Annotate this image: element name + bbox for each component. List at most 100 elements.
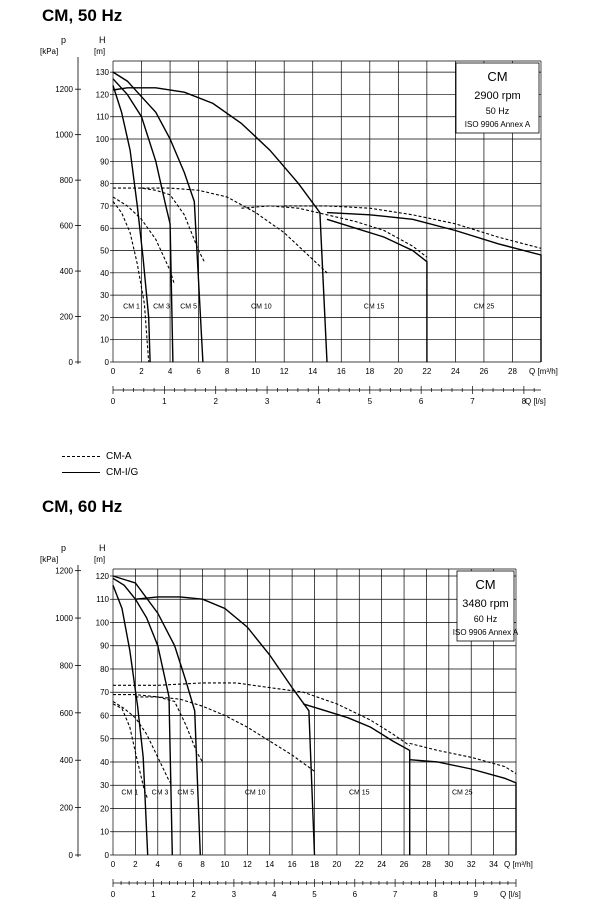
q-axis-tick-label: 18 <box>310 860 319 869</box>
p-axis-unit: [kPa] <box>40 47 58 56</box>
q-axis-tick-label: 20 <box>394 367 403 376</box>
info-box <box>456 570 515 642</box>
h-axis-tick-label: 60 <box>100 711 109 720</box>
model-region-label: CM 5 <box>180 303 197 310</box>
h-axis-tick-label: 50 <box>100 247 109 256</box>
q-axis-tick-label: 34 <box>489 860 498 869</box>
h-axis-tick-label: 10 <box>100 828 109 837</box>
h-axis-tick-label: 60 <box>100 224 109 233</box>
q-axis-tick-label: 8 <box>225 367 230 376</box>
info-box-frequency: 60 Hz <box>474 614 498 624</box>
p-axis-tick-label: 200 <box>60 313 74 322</box>
q-axis-tick-label: 24 <box>377 860 386 869</box>
ql-axis-tick-label: 1 <box>151 890 156 899</box>
q-axis-tick-label: 16 <box>337 367 346 376</box>
p-axis-unit: [kPa] <box>40 555 58 564</box>
p-axis-tick-label: 1200 <box>55 567 73 576</box>
q-axis-tick-label: 6 <box>196 367 201 376</box>
h-axis-tick-label: 80 <box>100 180 109 189</box>
q-axis-label: Q [m³/h] <box>529 367 558 376</box>
h-axis-tick-label: 110 <box>96 595 109 604</box>
q-axis-tick-label: 10 <box>251 367 260 376</box>
pump-curve-ig <box>112 575 201 856</box>
q-axis-tick-label: 26 <box>479 367 488 376</box>
q-axis-tick-label: 4 <box>168 367 173 376</box>
pump-curve-a <box>141 187 328 274</box>
pump-curve-a <box>113 694 204 763</box>
p-axis-tick-label: 400 <box>60 267 74 276</box>
q-axis-tick-label: 0 <box>111 860 116 869</box>
model-region-label: CM 5 <box>177 790 194 797</box>
ql-axis-tick-label: 0 <box>111 890 116 899</box>
ql-axis-tick-label: 7 <box>470 397 475 406</box>
ql-axis-tick-label: 7 <box>393 890 398 899</box>
q-axis-tick-label: 12 <box>243 860 252 869</box>
q-axis-tick-label: 18 <box>365 367 374 376</box>
info-box-frequency: 50 Hz <box>486 106 510 116</box>
p-axis-tick-label: 1200 <box>55 85 73 94</box>
q-axis-tick-label: 22 <box>422 367 431 376</box>
model-region-label: CM 25 <box>452 790 473 797</box>
ql-axis-tick-label: 1 <box>162 397 167 406</box>
q-axis-tick-label: 30 <box>444 860 453 869</box>
info-box-model: CM <box>475 577 495 592</box>
ql-axis-tick-label: 4 <box>316 397 321 406</box>
q-axis-tick-label: 20 <box>332 860 341 869</box>
h-axis-tick-label: 0 <box>105 851 110 860</box>
q-axis-tick-label: 2 <box>139 367 144 376</box>
h-axis-tick-label: 130 <box>96 68 110 77</box>
info-box-standard: ISO 9906 Annex A <box>453 628 519 637</box>
h-axis-tick-label: 100 <box>96 618 110 627</box>
p-axis-tick-label: 0 <box>69 358 74 367</box>
pump-curve-ig <box>112 585 149 856</box>
p-axis-tick-label: 1000 <box>55 131 73 140</box>
info-box-speed: 2900 rpm <box>474 90 520 102</box>
ql-axis-tick-label: 6 <box>353 890 358 899</box>
q-axis-tick-label: 32 <box>467 860 476 869</box>
ql-axis-tick-label: 8 <box>433 890 438 899</box>
p-axis-tick-label: 600 <box>60 222 74 231</box>
h-axis-tick-label: 20 <box>100 804 109 813</box>
legend: CM-A CM-I/G <box>62 448 138 480</box>
h-axis-tick-label: 30 <box>100 781 109 790</box>
legend-dashed-swatch <box>62 455 100 457</box>
model-region-label: CM 10 <box>245 790 266 797</box>
q-axis-tick-label: 28 <box>422 860 431 869</box>
q-axis-tick-label: 12 <box>280 367 289 376</box>
h-axis-tick-label: 40 <box>100 758 109 767</box>
h-axis-tick-label: 110 <box>96 113 109 122</box>
h-axis-tick-label: 0 <box>105 358 110 367</box>
q-axis-tick-label: 0 <box>111 367 116 376</box>
chart-title-60hz: CM, 60 Hz <box>42 497 123 516</box>
p-axis-label: p <box>61 35 66 45</box>
ql-axis-tick-label: 5 <box>368 397 373 406</box>
pump-curve-a <box>112 701 173 786</box>
pump-curve-ig <box>112 577 173 856</box>
q-axis-tick-label: 26 <box>400 860 409 869</box>
q-axis-tick-label: 4 <box>156 860 161 869</box>
q-axis-tick-label: 10 <box>220 860 229 869</box>
q-axis-tick-label: 22 <box>355 860 364 869</box>
h-axis-label: H <box>99 543 106 553</box>
info-box-speed: 3480 rpm <box>462 598 508 610</box>
legend-item-cm-ig: CM-I/G <box>62 464 138 480</box>
p-axis-tick-label: 800 <box>60 176 74 185</box>
h-axis-tick-label: 30 <box>100 291 109 300</box>
legend-item-cm-a: CM-A <box>62 448 138 464</box>
p-axis-tick-label: 200 <box>60 804 74 813</box>
pump-curve-a <box>112 196 175 285</box>
ql-axis-tick-label: 8 <box>522 397 527 406</box>
h-axis-tick-label: 70 <box>100 688 109 697</box>
h-axis-tick-label: 100 <box>96 135 110 144</box>
legend-label: CM-A <box>106 450 132 462</box>
pump-curve-ig <box>135 596 316 856</box>
q-axis-tick-label: 6 <box>178 860 183 869</box>
ql-axis-label: Q [l/s] <box>500 890 521 899</box>
pump-curve-a <box>113 187 205 262</box>
q-axis-tick-label: 14 <box>265 860 274 869</box>
model-region-label: CM 10 <box>251 303 272 310</box>
p-axis-tick-label: 1000 <box>55 614 73 623</box>
ql-axis-tick-label: 2 <box>213 397 218 406</box>
ql-axis-tick-label: 2 <box>191 890 196 899</box>
pump-curve-a <box>112 201 150 363</box>
